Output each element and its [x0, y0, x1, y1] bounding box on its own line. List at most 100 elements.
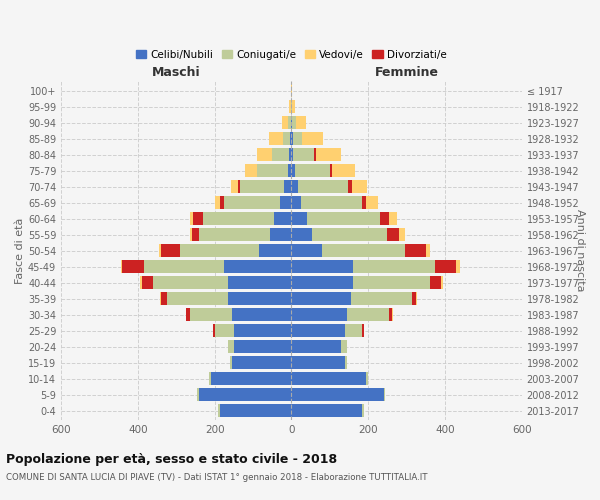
Bar: [362, 404, 364, 417]
Bar: [228, 276, 292, 289]
Bar: [224, 260, 292, 273]
Bar: [290, 116, 292, 129]
Bar: [159, 244, 161, 257]
Bar: [220, 404, 292, 417]
Bar: [457, 260, 460, 273]
Bar: [190, 212, 193, 225]
Bar: [218, 404, 220, 417]
Bar: [290, 100, 292, 113]
Bar: [295, 164, 330, 177]
Bar: [257, 148, 272, 161]
Bar: [383, 388, 385, 401]
Bar: [292, 260, 353, 273]
Bar: [296, 116, 305, 129]
Bar: [313, 228, 388, 241]
Bar: [287, 116, 290, 129]
Bar: [292, 212, 307, 225]
Bar: [231, 180, 238, 193]
Bar: [426, 244, 430, 257]
Bar: [332, 164, 355, 177]
Bar: [362, 196, 366, 209]
Bar: [292, 308, 347, 321]
Bar: [352, 180, 367, 193]
Bar: [292, 100, 295, 113]
Bar: [232, 308, 292, 321]
Bar: [283, 132, 290, 145]
Bar: [298, 180, 348, 193]
Bar: [199, 388, 292, 401]
Bar: [389, 308, 392, 321]
Bar: [161, 244, 180, 257]
Bar: [153, 276, 228, 289]
Bar: [314, 148, 316, 161]
Bar: [245, 164, 257, 177]
Bar: [388, 228, 399, 241]
Bar: [345, 356, 347, 369]
Bar: [430, 276, 441, 289]
Bar: [160, 292, 161, 305]
Bar: [161, 292, 167, 305]
Bar: [341, 340, 347, 353]
Bar: [197, 388, 199, 401]
Bar: [441, 276, 443, 289]
Bar: [257, 164, 287, 177]
Bar: [292, 148, 293, 161]
Bar: [351, 292, 412, 305]
Bar: [190, 308, 232, 321]
Text: Maschi: Maschi: [152, 66, 200, 80]
Bar: [270, 228, 292, 241]
Bar: [211, 372, 292, 385]
Bar: [212, 324, 215, 337]
Bar: [272, 148, 289, 161]
Text: COMUNE DI SANTA LUCIA DI PIAVE (TV) - Dati ISTAT 1° gennaio 2018 - Elaborazione : COMUNE DI SANTA LUCIA DI PIAVE (TV) - Da…: [6, 472, 427, 482]
Bar: [289, 100, 290, 113]
Bar: [290, 132, 292, 145]
Bar: [193, 212, 203, 225]
Bar: [284, 180, 292, 193]
Bar: [293, 132, 302, 145]
Bar: [292, 116, 296, 129]
Bar: [330, 164, 332, 177]
Bar: [282, 116, 287, 129]
Bar: [292, 372, 366, 385]
Bar: [228, 292, 292, 305]
Bar: [203, 212, 274, 225]
Bar: [292, 356, 345, 369]
Bar: [436, 260, 457, 273]
Bar: [399, 228, 404, 241]
Legend: Celibi/Nubili, Coniugati/e, Vedovi/e, Divorziati/e: Celibi/Nubili, Coniugati/e, Vedovi/e, Di…: [132, 46, 451, 64]
Bar: [180, 244, 259, 257]
Bar: [269, 132, 283, 145]
Bar: [220, 196, 224, 209]
Bar: [348, 180, 352, 193]
Bar: [366, 196, 378, 209]
Bar: [380, 212, 389, 225]
Bar: [122, 260, 143, 273]
Bar: [191, 228, 199, 241]
Bar: [345, 324, 362, 337]
Bar: [234, 340, 292, 353]
Bar: [292, 276, 353, 289]
Bar: [121, 260, 122, 273]
Bar: [389, 212, 397, 225]
Y-axis label: Anni di nascita: Anni di nascita: [575, 210, 585, 292]
Bar: [302, 132, 323, 145]
Bar: [167, 292, 228, 305]
Bar: [307, 212, 380, 225]
Text: Femmine: Femmine: [374, 66, 439, 80]
Bar: [301, 196, 362, 209]
Bar: [142, 276, 153, 289]
Bar: [292, 244, 322, 257]
Bar: [228, 340, 234, 353]
Bar: [241, 180, 284, 193]
Bar: [140, 276, 142, 289]
Bar: [366, 372, 368, 385]
Bar: [412, 292, 416, 305]
Bar: [259, 244, 292, 257]
Bar: [234, 324, 292, 337]
Bar: [274, 212, 292, 225]
Y-axis label: Fasce di età: Fasce di età: [15, 218, 25, 284]
Bar: [232, 356, 292, 369]
Bar: [209, 372, 211, 385]
Bar: [186, 308, 190, 321]
